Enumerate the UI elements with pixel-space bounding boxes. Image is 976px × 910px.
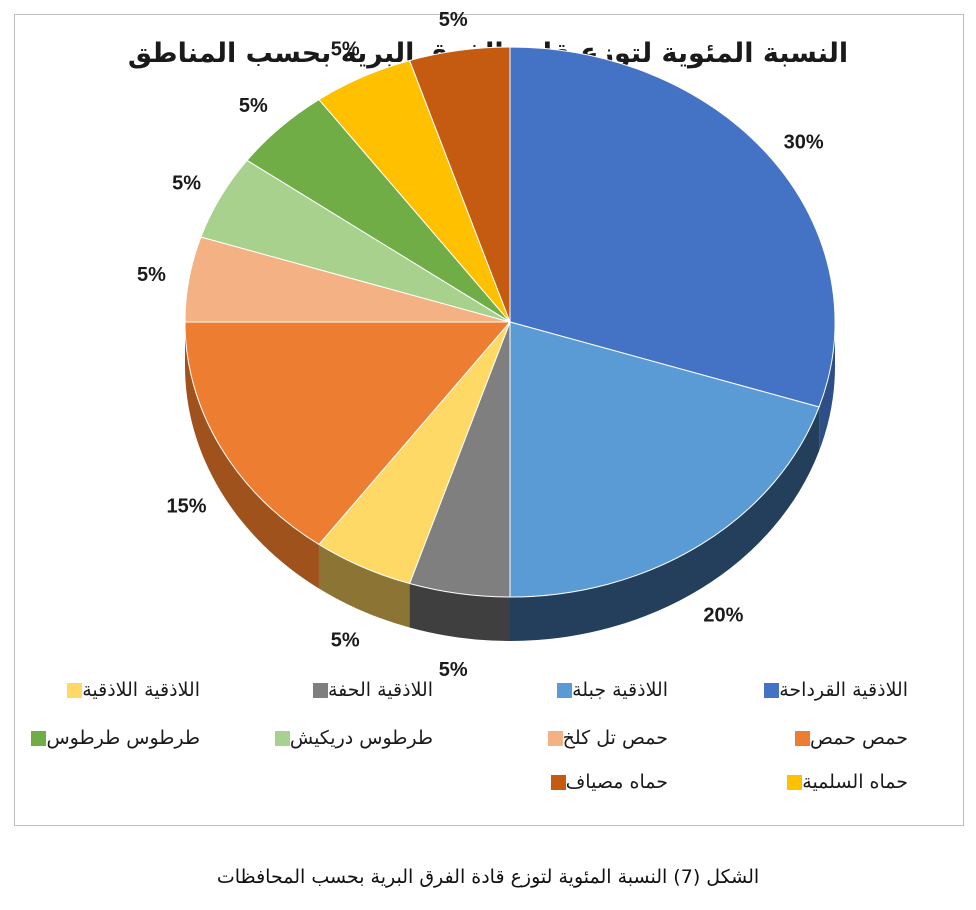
figure-caption: الشكل (7) النسبة المئوية لتوزع قادة الفر… <box>216 866 760 888</box>
pie-side-5 <box>185 322 319 589</box>
pie-chart: 30% 20% 5% 5% 15% 5% 5% 5% 5% 5% <box>137 9 836 681</box>
legend-label: اللاذقية اللاذقية <box>82 679 200 701</box>
pie-slice-2 <box>509 321 820 598</box>
pie-slice-10 <box>408 46 511 323</box>
pie-side-3 <box>409 583 510 641</box>
legend-swatch <box>764 682 780 698</box>
legend-swatch <box>274 730 290 746</box>
pie-slice-5 <box>184 321 512 546</box>
legend-label: طرطوس دريكيش <box>289 727 433 749</box>
data-label-7: 5% <box>172 173 201 195</box>
pie-slice-1 <box>509 46 836 408</box>
legend-label: اللاذقية جبلة <box>572 679 668 701</box>
legend-swatch <box>312 682 328 698</box>
legend-item-3: اللاذقية الحفة <box>301 678 433 702</box>
legend-label: اللاذقية القرداحة <box>779 679 908 701</box>
pie-side-2 <box>510 406 820 641</box>
legend-item-8: طرطوس طرطوس <box>19 726 200 750</box>
legend-label: حمص حمص <box>809 727 908 749</box>
data-label-2: 20% <box>703 604 743 626</box>
legend-label: حمص تل كلخ <box>562 727 668 749</box>
legend-swatch <box>67 682 83 698</box>
legend-item-4: اللاذقية اللاذقية <box>55 678 200 702</box>
legend-label: طرطوس طرطوس <box>46 727 200 749</box>
data-label-4: 5% <box>331 630 360 652</box>
data-label-3: 5% <box>439 659 468 681</box>
legend-item-9: حماه السلمية <box>775 770 908 794</box>
legend-swatch <box>794 730 810 746</box>
data-label-8: 5% <box>239 95 268 117</box>
legend-item-10: حماه مصياف <box>539 770 668 794</box>
data-label-5: 15% <box>167 495 207 517</box>
legend-swatch <box>31 730 47 746</box>
legend-swatch <box>557 682 573 698</box>
legend-label: حماه مصياف <box>565 771 668 793</box>
legend-item-5: حمص حمص <box>783 726 908 750</box>
legend-label: اللاذقية الحفة <box>327 679 433 701</box>
data-label-1: 30% <box>784 132 824 154</box>
pie-side-1 <box>819 322 835 451</box>
pie-side-4 <box>318 544 410 628</box>
data-label-9: 5% <box>331 38 360 60</box>
legend-item-1: اللاذقية القرداحة <box>752 678 908 702</box>
legend-swatch <box>550 774 566 790</box>
data-label-10: 5% <box>439 9 468 31</box>
data-label-6: 5% <box>137 264 166 286</box>
legend-swatch <box>787 774 803 790</box>
legend-item-7: طرطوس دريكيش <box>263 726 433 750</box>
legend-swatch <box>547 730 563 746</box>
legend-item-2: اللاذقية جبلة <box>545 678 668 702</box>
legend-item-6: حمص تل كلخ <box>536 726 668 750</box>
legend-label: حماه السلمية <box>802 771 908 793</box>
